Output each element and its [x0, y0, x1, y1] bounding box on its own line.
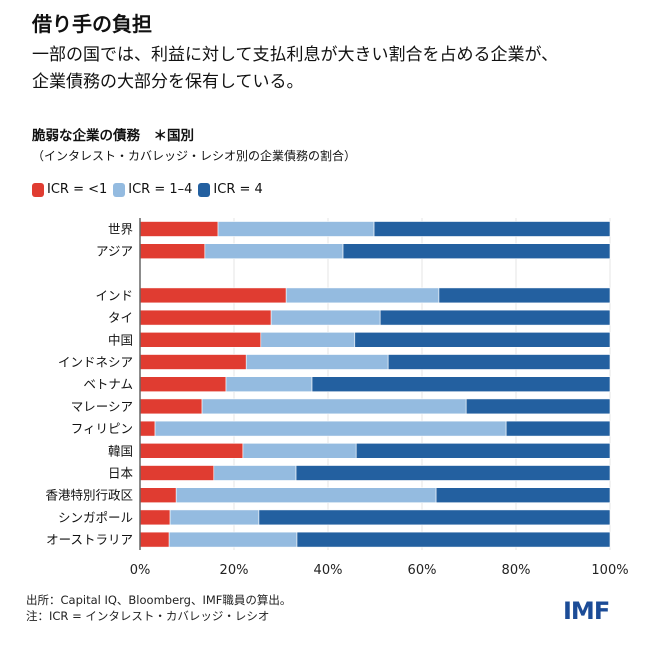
bar-segment [355, 443, 611, 459]
source-note: 出所：Capital IQ、Bloomberg、IMF職員の算出。 [26, 593, 292, 607]
category-label: インド [95, 288, 133, 303]
category-label: インドネシア [58, 355, 133, 370]
category-label: 日本 [108, 466, 134, 481]
legend-label: ICR = <1 [47, 182, 108, 197]
bar-segment [270, 309, 381, 326]
category-label: ベトナム [83, 377, 133, 392]
legend-item: ICR = <1 [32, 182, 107, 197]
category-label: アジア [96, 244, 133, 259]
category-label: 世界 [108, 222, 134, 237]
chart-subtitle: （インタレスト・カバレッジ・レシオ別の企業債務の割合） [32, 149, 357, 163]
bar-segment [154, 420, 507, 437]
legend-item: ICR = 4 [198, 182, 263, 197]
category-label: タイ [108, 310, 133, 325]
bar-segment [225, 376, 313, 392]
bar-segment [201, 398, 467, 415]
legend-item: ICR = 1–4 [113, 182, 192, 197]
x-tick-label: 20% [220, 563, 249, 578]
subtitle-line-1: 一部の国では、利益に対して支払利息が大きい割合を占める企業が、 [32, 45, 559, 65]
bar-segment [342, 243, 611, 260]
bar-segment [168, 531, 298, 548]
bar-segment [139, 398, 203, 415]
legend-label: ICR = 1–4 [128, 182, 193, 197]
bar-segment [217, 221, 375, 237]
bar-segment [175, 487, 437, 504]
bar-segment [139, 420, 156, 437]
page-title: 借り手の負担 [32, 12, 152, 36]
bar-segment [465, 398, 611, 415]
bar-segment [139, 376, 227, 392]
bar-segment [139, 287, 287, 304]
category-label: 中国 [108, 332, 133, 347]
legend-swatch [198, 182, 211, 197]
bar-segment [139, 509, 171, 526]
bar-segment [354, 332, 611, 348]
bar-segment [379, 309, 611, 326]
subtitle-line-2: 企業債務の大部分を保有している。 [32, 72, 304, 92]
bar-segment [387, 354, 611, 370]
bar-chart: 0% 20% 40% 60% 80% 100% 世界アジアインドタイ中国インドネシアベトナム… [45, 218, 629, 578]
bar-segment [139, 221, 219, 237]
bar-segment [139, 332, 262, 348]
legend-label: ICR = 4 [213, 182, 263, 197]
bar-segment [139, 487, 177, 504]
bar-segment [139, 443, 244, 459]
bar-segment [139, 309, 272, 326]
bar-segment [311, 376, 611, 392]
bar-segment [295, 465, 611, 481]
bar-segment [242, 443, 357, 459]
bar-segment [139, 354, 247, 370]
bar-segment [245, 354, 389, 370]
category-label: 香港特別行政区 [45, 488, 133, 503]
bar-segment [505, 420, 611, 437]
x-tick-label: 40% [314, 563, 343, 578]
x-tick-label: 100% [591, 563, 628, 578]
imf-logo: IMF [563, 597, 610, 625]
bar-segment [285, 287, 440, 304]
bar-segment [139, 465, 215, 481]
bar-segment [139, 531, 170, 548]
bar-segment [373, 221, 611, 237]
bar-segment [296, 531, 611, 548]
category-label: 韓国 [108, 443, 133, 458]
bar-segment [213, 465, 297, 481]
bar-segment [258, 509, 611, 526]
x-tick-label: 60% [408, 563, 437, 578]
category-label: マレーシア [71, 399, 133, 414]
bar-segment [435, 487, 611, 504]
bar-segment [139, 243, 206, 260]
category-label: シンガポール [58, 510, 133, 525]
legend-swatch [113, 182, 126, 197]
x-tick-label: 80% [502, 563, 531, 578]
footnote: 注：ICR = インタレスト・カバレッジ・レシオ [26, 609, 270, 623]
category-label: フィリピン [71, 421, 133, 436]
legend-swatch [32, 182, 44, 197]
category-label: オーストラリア [46, 532, 133, 547]
bar-segment [204, 243, 344, 260]
chart-title: 脆弱な企業の債務 ＊国別 [32, 128, 194, 144]
bar-segment [260, 332, 356, 348]
bar-segment [438, 287, 611, 304]
x-tick-label: 0% [130, 563, 151, 578]
bar-segment [169, 509, 260, 526]
legend: ICR = <1 ICR = 1–4 ICR = 4 [32, 182, 263, 197]
